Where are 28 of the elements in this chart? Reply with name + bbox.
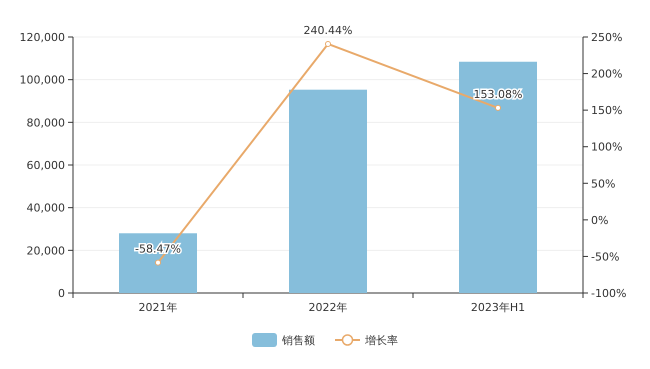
x-tick-label: 2022年	[308, 301, 348, 314]
y2-tick-label: 100%	[591, 140, 622, 154]
point	[495, 104, 501, 111]
y-tick-label: 20,000	[26, 244, 65, 258]
y-tick-label: 80,000	[26, 116, 65, 130]
y2-tick-label: 50%	[591, 177, 616, 190]
point	[155, 260, 161, 266]
y-tick-label: 100,000	[20, 74, 65, 87]
y-tick-label: 60,000	[26, 159, 65, 172]
y-tick-label: 0	[58, 287, 65, 300]
legend-label: 销售额	[281, 334, 315, 347]
bar	[459, 62, 537, 293]
y2-tick-label: 250%	[591, 31, 622, 44]
y2-tick-label: -50%	[591, 250, 620, 264]
legend-label: 增长率	[364, 334, 398, 347]
x-tick-label: 2023年H1	[470, 301, 526, 314]
bar	[119, 233, 197, 293]
point	[325, 40, 331, 47]
data-label: 240.44%	[304, 24, 352, 37]
bar	[289, 90, 367, 293]
y2-tick-label: 200%	[591, 68, 622, 81]
y2-tick-label: -100%	[591, 287, 626, 300]
y-tick-label: 120,000	[20, 31, 65, 44]
y2-tick-label: 0%	[591, 214, 608, 227]
y2-tick-label: 150%	[591, 104, 622, 118]
x-tick-label: 2021年	[138, 301, 178, 314]
y-tick-label: 40,000	[26, 202, 65, 215]
data-label: 153.08%	[474, 88, 522, 101]
